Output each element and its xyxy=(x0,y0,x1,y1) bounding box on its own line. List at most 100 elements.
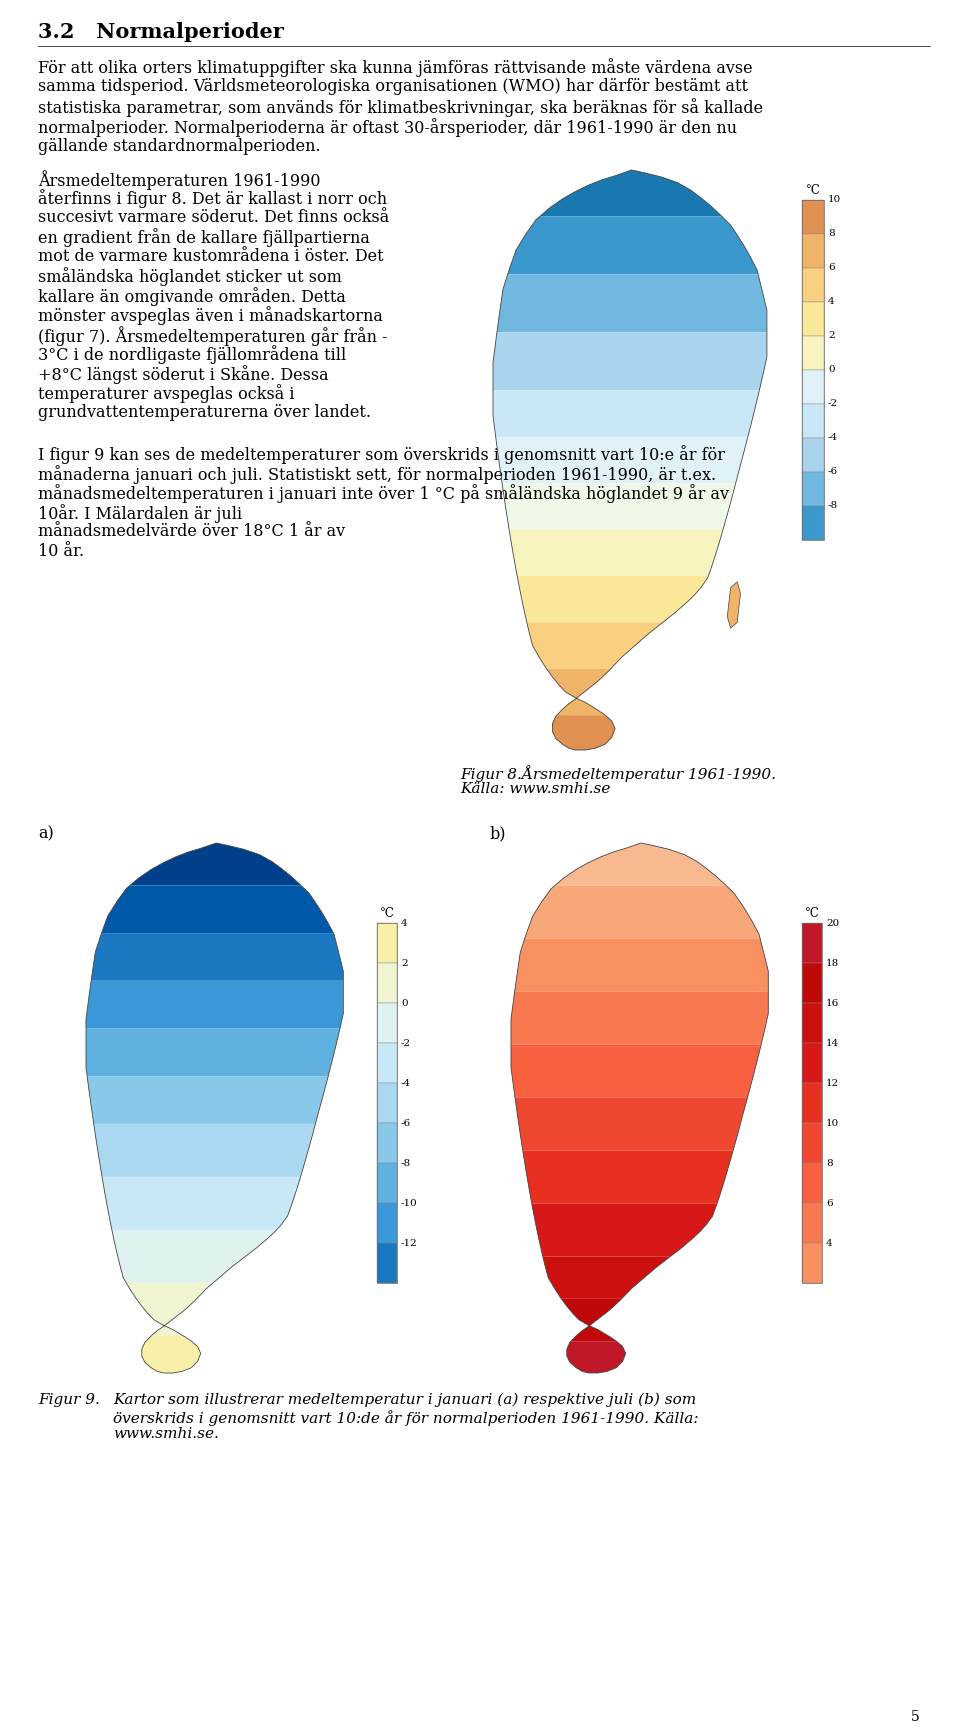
Bar xyxy=(802,370,824,405)
Polygon shape xyxy=(540,170,722,216)
Text: 4: 4 xyxy=(401,919,408,927)
Text: samma tidsperiod. Världsmeteorologiska organisationen (WMO) har därför bestämt a: samma tidsperiod. Världsmeteorologiska o… xyxy=(38,78,748,95)
Bar xyxy=(802,472,824,505)
Text: 14: 14 xyxy=(826,1038,839,1047)
Polygon shape xyxy=(523,1150,733,1204)
Polygon shape xyxy=(86,981,344,1029)
Text: Årsmedeltemperaturen 1961-1990: Årsmedeltemperaturen 1961-1990 xyxy=(38,170,321,190)
Text: överskrids i genomsnitt vart 10:de år för normalperioden 1961-1990. Källa:: överskrids i genomsnitt vart 10:de år fö… xyxy=(113,1410,699,1426)
Text: Källa: www.smhi.se: Källa: www.smhi.se xyxy=(460,782,611,796)
Bar xyxy=(802,1163,822,1202)
Polygon shape xyxy=(102,886,333,932)
Polygon shape xyxy=(546,670,611,714)
Polygon shape xyxy=(493,332,767,391)
Bar xyxy=(802,405,824,438)
Text: -6: -6 xyxy=(401,1119,411,1128)
Text: 3°C i de nordligaste fjällområdena till: 3°C i de nordligaste fjällområdena till xyxy=(38,346,347,365)
Text: Figur 9.: Figur 9. xyxy=(38,1393,100,1406)
Text: 16: 16 xyxy=(826,998,839,1007)
Bar xyxy=(377,1003,397,1043)
Text: gällande standardnormalperioden.: gällande standardnormalperioden. xyxy=(38,138,321,156)
Text: månadsmedeltemperaturen i januari inte över 1 °C på småländska höglandet 9 år av: månadsmedeltemperaturen i januari inte ö… xyxy=(38,484,729,503)
Text: 10 år.: 10 år. xyxy=(38,543,84,561)
Bar xyxy=(377,1242,397,1284)
Text: succesivt varmare söderut. Det finns också: succesivt varmare söderut. Det finns ock… xyxy=(38,209,389,227)
Text: 20: 20 xyxy=(826,919,839,927)
Text: 4: 4 xyxy=(828,298,834,306)
Bar xyxy=(377,924,397,964)
Bar xyxy=(377,1202,397,1242)
Text: a): a) xyxy=(38,825,54,843)
Text: 0: 0 xyxy=(401,998,408,1007)
Bar xyxy=(802,924,822,964)
Text: statistiska parametrar, som används för klimatbeskrivningar, ska beräknas för så: statistiska parametrar, som används för … xyxy=(38,99,763,118)
Bar xyxy=(802,1003,822,1043)
Text: 10: 10 xyxy=(828,195,841,204)
Text: 0: 0 xyxy=(828,365,834,374)
Text: återfinns i figur 8. Det är kallast i norr och: återfinns i figur 8. Det är kallast i no… xyxy=(38,190,387,208)
Text: 18: 18 xyxy=(826,958,839,967)
Text: mönster avspeglas även i månadskartorna: mönster avspeglas även i månadskartorna xyxy=(38,306,383,325)
Text: 6: 6 xyxy=(826,1199,832,1208)
Text: -2: -2 xyxy=(828,400,838,408)
Text: månaderna januari och juli. Statistiskt sett, för normalperioden 1961-1990, är t: månaderna januari och juli. Statistiskt … xyxy=(38,465,716,484)
Text: kallare än omgivande områden. Detta: kallare än omgivande områden. Detta xyxy=(38,287,346,306)
Bar xyxy=(377,964,397,1003)
Polygon shape xyxy=(497,275,767,332)
Text: mot de varmare kustområdena i öster. Det: mot de varmare kustområdena i öster. Det xyxy=(38,247,384,265)
Text: -4: -4 xyxy=(828,434,838,443)
Text: -2: -2 xyxy=(401,1038,411,1047)
Bar xyxy=(802,1242,822,1284)
Bar xyxy=(377,1123,397,1163)
Polygon shape xyxy=(86,1029,340,1076)
Polygon shape xyxy=(493,391,759,436)
Text: 2: 2 xyxy=(828,332,834,341)
Bar xyxy=(802,201,824,234)
Polygon shape xyxy=(142,1336,201,1374)
Text: °C: °C xyxy=(805,183,821,197)
Polygon shape xyxy=(542,1256,670,1299)
Polygon shape xyxy=(102,1176,300,1230)
Bar xyxy=(802,234,824,268)
Polygon shape xyxy=(525,886,760,938)
Bar xyxy=(802,201,824,540)
Text: månadsmedelvärde över 18°C 1 år av: månadsmedelvärde över 18°C 1 år av xyxy=(38,524,346,540)
Polygon shape xyxy=(552,714,615,751)
Polygon shape xyxy=(130,843,301,886)
Polygon shape xyxy=(511,991,768,1045)
Polygon shape xyxy=(127,1284,213,1336)
Text: -12: -12 xyxy=(401,1239,418,1247)
Bar xyxy=(802,1202,822,1242)
Bar xyxy=(802,505,824,540)
Polygon shape xyxy=(91,932,344,981)
Polygon shape xyxy=(532,1204,717,1256)
Text: 12: 12 xyxy=(826,1078,839,1088)
Polygon shape xyxy=(555,843,726,886)
Text: småländska höglandet sticker ut som: småländska höglandet sticker ut som xyxy=(38,268,342,287)
Text: -8: -8 xyxy=(401,1159,411,1168)
Polygon shape xyxy=(112,1230,276,1284)
Bar xyxy=(802,1123,822,1163)
Bar xyxy=(802,336,824,370)
Polygon shape xyxy=(511,1045,761,1097)
Bar xyxy=(802,924,822,1284)
Bar xyxy=(802,1083,822,1123)
Polygon shape xyxy=(515,1097,748,1150)
Polygon shape xyxy=(94,1124,316,1176)
Polygon shape xyxy=(562,1299,621,1341)
Text: (figur 7). Årsmedeltemperaturen går från -: (figur 7). Årsmedeltemperaturen går från… xyxy=(38,325,388,346)
Text: 4: 4 xyxy=(826,1239,832,1247)
Text: 6: 6 xyxy=(828,263,834,273)
Polygon shape xyxy=(566,1341,626,1374)
Polygon shape xyxy=(508,216,758,275)
Text: -8: -8 xyxy=(828,502,838,510)
Bar xyxy=(802,438,824,472)
Text: temperaturer avspeglas också i: temperaturer avspeglas också i xyxy=(38,384,295,403)
Polygon shape xyxy=(527,623,662,670)
Text: -4: -4 xyxy=(401,1078,411,1088)
Bar xyxy=(802,1043,822,1083)
Text: www.smhi.se.: www.smhi.se. xyxy=(113,1427,219,1441)
Polygon shape xyxy=(495,436,748,483)
Text: 3.2   Normalperioder: 3.2 Normalperioder xyxy=(38,22,284,42)
Text: en gradient från de kallare fjällpartierna: en gradient från de kallare fjällpartier… xyxy=(38,228,370,247)
